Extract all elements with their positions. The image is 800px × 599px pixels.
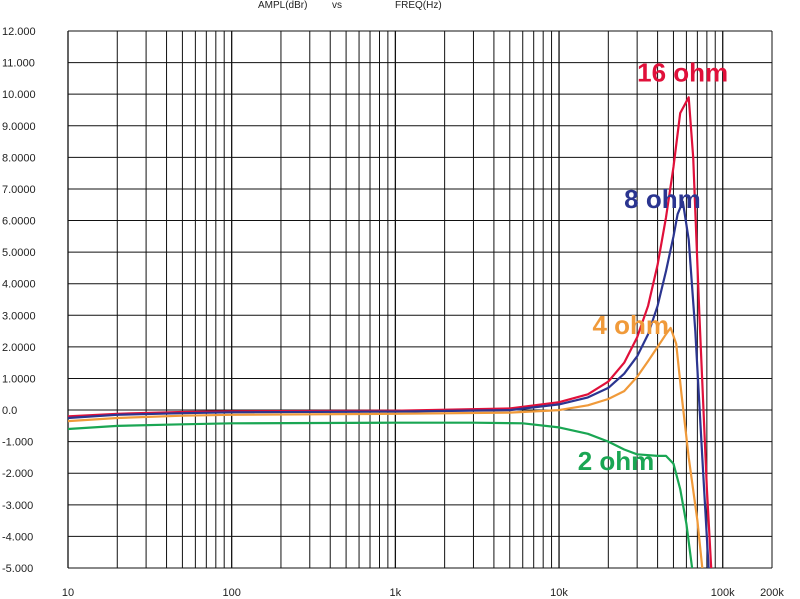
- x-tick-label: 100: [223, 587, 241, 599]
- y-tick-label: -4.000: [2, 531, 33, 543]
- series-lines: [68, 96, 713, 568]
- title-mid: vs: [332, 0, 342, 11]
- y-tick-label: -3.000: [2, 500, 33, 512]
- title-left: AMPL(dBr): [258, 0, 307, 11]
- y-tick-label: 1.0000: [2, 373, 36, 385]
- y-tick-label: 11.000: [2, 58, 35, 70]
- y-tick-label: 4.0000: [2, 279, 36, 291]
- x-tick-label: 10k: [550, 587, 568, 599]
- y-tick-label: 6.0000: [2, 216, 36, 228]
- x-tick-label: 200k: [760, 587, 784, 599]
- y-tick-label: 3.0000: [2, 310, 36, 322]
- y-tick-label: 2.0000: [2, 342, 36, 354]
- title-right: FREQ(Hz): [395, 0, 442, 11]
- x-tick-label: 1k: [390, 587, 402, 599]
- y-tick-label: 9.0000: [2, 121, 36, 133]
- series-line-2-ohm: [68, 421, 694, 568]
- series-label: 2 ohm: [578, 446, 655, 476]
- series-annotations: 16 ohm 8 ohm 4 ohm 2 ohm: [578, 58, 728, 477]
- x-tick-label: 10: [62, 587, 74, 599]
- series-label: 8 ohm: [624, 184, 701, 214]
- series-line-4-ohm: [68, 326, 704, 568]
- y-tick-label: 10.000: [2, 89, 36, 101]
- y-tick-label: 12.000: [2, 26, 36, 38]
- grid: [67, 30, 773, 569]
- series-label: 16 ohm: [637, 58, 728, 88]
- y-tick-label: -1.000: [2, 437, 33, 449]
- series-line-8-ohm: [68, 200, 710, 568]
- x-axis-ticks: 10 100 1k 10k 100k 200k: [62, 587, 785, 599]
- y-tick-label: 7.0000: [2, 184, 36, 196]
- y-tick-label: -2.000: [2, 468, 33, 480]
- series-label: 4 ohm: [592, 310, 669, 340]
- y-tick-label: 5.0000: [2, 247, 36, 259]
- y-tick-label: -5.000: [2, 563, 33, 575]
- y-axis-ticks: 12.000 11.000 10.000 9.0000 8.0000 7.0000 6.00…: [2, 26, 36, 575]
- x-tick-label: 100k: [711, 587, 735, 599]
- y-tick-label: 0.0: [2, 405, 17, 417]
- y-tick-label: 8.0000: [2, 152, 36, 164]
